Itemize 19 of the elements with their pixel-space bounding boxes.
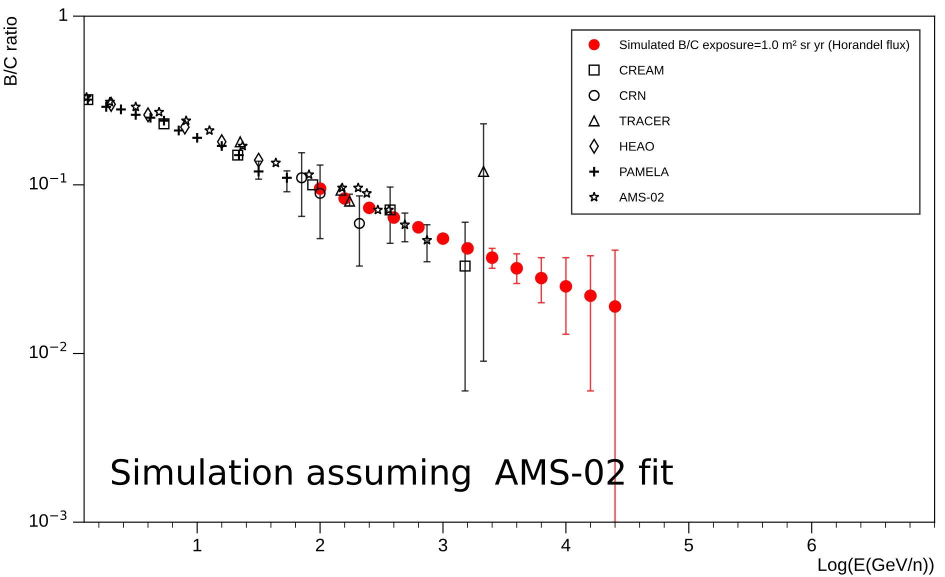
x-tick-label: 5	[684, 538, 694, 552]
legend-label: PAMELA	[620, 167, 669, 176]
x-tick-label: 3	[438, 538, 448, 552]
x-tick-label: 2	[316, 538, 324, 552]
y-tick-label: 10$^{−3}$	[30, 510, 66, 527]
y-axis-title: B/C ratio	[3, 16, 17, 85]
legend-label: TRACER	[619, 116, 670, 126]
y-tick-label: 10$^{−1}$	[30, 173, 66, 190]
x-axis-title: Log(E(GeV/n))	[818, 558, 934, 575]
x-tick-label: 1	[194, 538, 202, 552]
legend-label: HEAO	[620, 142, 654, 151]
legend-label: Simulated B/C exposure=1.0 m² sr yr (Horandel flux)	[620, 40, 910, 52]
y-tick-label: 1	[59, 8, 68, 21]
legend-label: AMS-02	[619, 192, 664, 202]
x-tick-label: 6	[808, 538, 816, 552]
legend-label: CREAM	[620, 66, 664, 75]
x-tick-label: 4	[561, 538, 570, 552]
y-tick-label: 10$^{−2}$	[30, 342, 66, 358]
legend-label: CRN	[620, 91, 646, 100]
